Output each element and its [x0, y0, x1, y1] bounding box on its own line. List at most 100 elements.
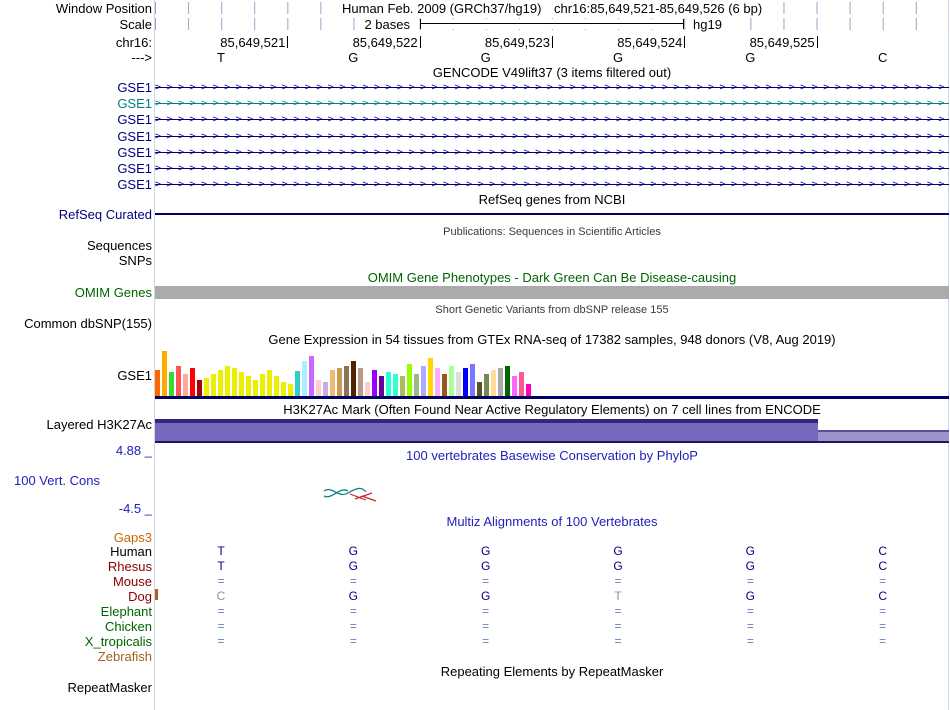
ruler-tick [287, 36, 289, 48]
gtex-bar[interactable] [477, 382, 482, 396]
gtex-bar[interactable] [197, 380, 202, 396]
track-label-gencode-item[interactable]: GSE1 [117, 177, 152, 193]
gtex-bar[interactable] [435, 368, 440, 396]
gtex-bar[interactable] [155, 370, 160, 396]
gtex-bar[interactable] [218, 370, 223, 396]
species-label-x_tropicalis[interactable]: X_tropicalis [84, 634, 152, 649]
gtex-bar[interactable] [372, 370, 377, 396]
gtex-bar[interactable] [442, 374, 447, 396]
gtex-bar[interactable] [204, 378, 209, 396]
ruler-position-number: 85,649,521 [220, 35, 286, 50]
gtex-bar[interactable] [400, 376, 405, 396]
gtex-bar[interactable] [351, 361, 356, 396]
gtex-bar[interactable] [512, 376, 517, 396]
gtex-bar[interactable] [267, 370, 272, 396]
track-label-gencode-item[interactable]: GSE1 [117, 80, 152, 95]
gencode-transcript-row[interactable]: >>>>>>>>>>>>>>>>>>>>>>>>>>>>>>>>>>>>>>>>… [155, 80, 949, 95]
gtex-bar[interactable] [358, 368, 363, 396]
track-label-100-vert-cons[interactable]: 100 Vert. Cons [14, 473, 100, 488]
gtex-bar[interactable] [498, 368, 503, 396]
gtex-chart[interactable] [155, 351, 949, 396]
gtex-bar[interactable] [386, 372, 391, 396]
alignment-cell: G [348, 544, 358, 558]
alignment-cell: = [614, 619, 622, 633]
species-label-elephant[interactable]: Elephant [100, 604, 152, 619]
species-label-rhesus[interactable]: Rhesus [107, 559, 152, 574]
track-label-gencode-item[interactable]: GSE1 [117, 160, 152, 176]
track-label-gencode-item[interactable]: GSE1 [117, 112, 152, 128]
gtex-bar[interactable] [281, 382, 286, 396]
gtex-bar[interactable] [414, 374, 419, 396]
gtex-bar[interactable] [239, 372, 244, 396]
gtex-bar[interactable] [253, 380, 258, 396]
gtex-bar[interactable] [519, 372, 524, 396]
gtex-bar[interactable] [323, 382, 328, 396]
gtex-bar[interactable] [330, 370, 335, 396]
gtex-bar[interactable] [470, 364, 475, 396]
track-label-gencode-item[interactable]: GSE1 [117, 96, 152, 112]
track-label-gaps[interactable]: Gaps3 [113, 530, 152, 545]
gtex-bar[interactable] [176, 366, 181, 396]
track-label-refseq-curated[interactable]: RefSeq Curated [58, 207, 152, 222]
phylop-signal[interactable] [322, 483, 382, 503]
species-label-human[interactable]: Human [110, 544, 152, 559]
gtex-bar[interactable] [484, 374, 489, 396]
gtex-bar[interactable] [246, 376, 251, 396]
gencode-transcript-row[interactable]: >>>>>>>>>>>>>>>>>>>>>>>>>>>>>>>>>>>>>>>>… [155, 177, 949, 192]
gtex-bar[interactable] [344, 366, 349, 396]
gtex-bar[interactable] [421, 366, 426, 396]
gtex-bar[interactable] [295, 371, 300, 396]
gtex-bar[interactable] [288, 384, 293, 396]
h3k27ac-signal-right[interactable] [818, 430, 949, 441]
track-label-sequences[interactable]: Sequences [86, 238, 152, 253]
species-label-zebrafish[interactable]: Zebrafish [97, 649, 152, 664]
gencode-transcript-row[interactable]: >>>>>>>>>>>>>>>>>>>>>>>>>>>>>>>>>>>>>>>>… [155, 112, 949, 127]
gtex-bar[interactable] [260, 374, 265, 396]
gtex-bar[interactable] [456, 372, 461, 396]
gencode-transcript-row[interactable]: >>>>>>>>>>>>>>>>>>>>>>>>>>>>>>>>>>>>>>>>… [155, 161, 949, 176]
gtex-bar[interactable] [162, 351, 167, 396]
gtex-bar[interactable] [211, 374, 216, 396]
gtex-bar[interactable] [169, 372, 174, 396]
species-label-mouse[interactable]: Mouse [112, 574, 152, 589]
gencode-transcript-row[interactable]: >>>>>>>>>>>>>>>>>>>>>>>>>>>>>>>>>>>>>>>>… [155, 129, 949, 144]
gtex-bar[interactable] [407, 364, 412, 396]
gtex-bar[interactable] [337, 368, 342, 396]
gtex-bar[interactable] [463, 368, 468, 396]
gencode-transcript-row[interactable]: >>>>>>>>>>>>>>>>>>>>>>>>>>>>>>>>>>>>>>>>… [155, 145, 949, 160]
species-label-dog[interactable]: Dog [128, 589, 152, 604]
track-label-repeatmasker[interactable]: RepeatMasker [67, 680, 152, 695]
alignment-cell: = [746, 574, 754, 588]
track-label-gencode-item[interactable]: GSE1 [117, 128, 152, 144]
refseq-gene-line[interactable] [155, 213, 949, 215]
track-label-common-dbsnp[interactable]: Common dbSNP(155) [24, 316, 152, 331]
h3k27ac-signal-main[interactable] [155, 419, 818, 441]
track-label-gtex-gene[interactable]: GSE1 [117, 368, 152, 383]
omim-gene-bar[interactable] [155, 286, 949, 299]
gencode-transcript-row[interactable]: >>>>>>>>>>>>>>>>>>>>>>>>>>>>>>>>>>>>>>>>… [155, 96, 949, 111]
gtex-bar[interactable] [183, 374, 188, 396]
gtex-bar[interactable] [393, 374, 398, 396]
gtex-bar[interactable] [428, 358, 433, 396]
gtex-bar[interactable] [491, 370, 496, 396]
gtex-bar[interactable] [449, 366, 454, 396]
gtex-bar[interactable] [365, 382, 370, 396]
gtex-bar[interactable] [309, 356, 314, 396]
track-label-layered-h3k27ac[interactable]: Layered H3K27Ac [46, 417, 152, 432]
gtex-bar[interactable] [316, 380, 321, 396]
gtex-bar[interactable] [190, 368, 195, 396]
gtex-bar[interactable] [232, 368, 237, 396]
ruler-base-letter: G [612, 50, 624, 65]
gtex-bar[interactable] [274, 376, 279, 396]
gtex-bar[interactable] [379, 376, 384, 396]
gtex-bar[interactable] [302, 361, 307, 396]
species-label-chicken[interactable]: Chicken [105, 619, 152, 634]
gtex-bar[interactable] [505, 366, 510, 396]
gtex-bar[interactable] [225, 366, 230, 396]
track-label-omim-genes[interactable]: OMIM Genes [74, 285, 152, 300]
gtex-bar[interactable] [526, 384, 531, 396]
track-label-snps[interactable]: SNPs [118, 253, 152, 268]
track-label-gencode-item[interactable]: GSE1 [117, 144, 152, 160]
